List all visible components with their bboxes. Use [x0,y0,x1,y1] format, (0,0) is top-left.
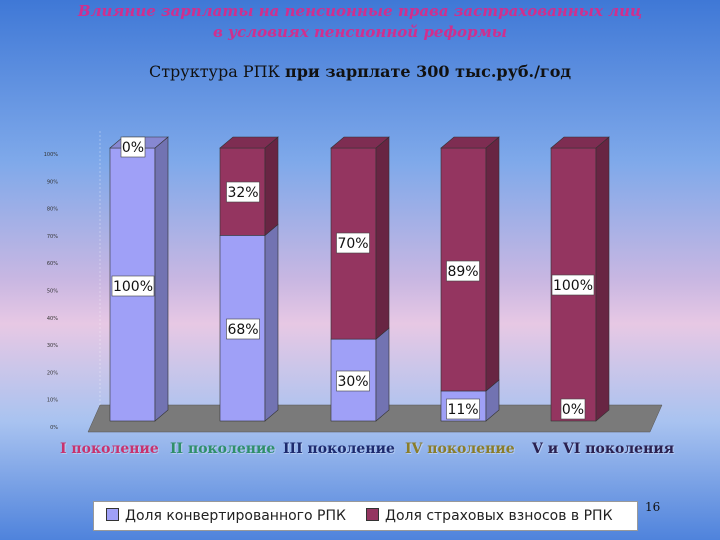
chart-subtitle: Структура РПК при зарплате 300 тыс.руб./… [0,62,720,81]
bar-insurance-side [264,136,279,237]
subtitle-part2: при зарплате 300 тыс.руб./год [285,62,572,81]
data-label-converted-box [336,370,370,392]
category-label: V и VI поколения [532,441,675,457]
y-tick-label: 80% [47,207,58,213]
bar-insurance-side [375,136,390,340]
y-tick-label: 20% [47,370,58,376]
data-label-insurance: 32% [227,185,258,201]
y-tick-label: 90% [47,179,58,185]
y-tick-label: 60% [47,261,58,267]
y-tick-label: 70% [47,234,58,240]
data-label-converted: 30% [337,374,368,390]
y-tick-label: 50% [47,289,58,295]
data-label-converted: 68% [227,322,258,338]
bar-top [330,136,390,149]
data-label-insurance-box [226,181,260,203]
bar-top [219,136,279,149]
category-label: II поколение [170,441,276,457]
data-label-converted: 100% [113,279,153,295]
bar-converted-side [375,327,390,422]
bar-top [550,136,610,149]
data-label-converted: 0% [562,402,584,418]
data-label-insurance-box [336,232,370,254]
data-label-insurance: 100% [553,278,593,294]
category-label: I поколение [60,441,159,457]
data-label-insurance: 70% [337,236,368,252]
legend-swatch-converted [106,508,119,521]
y-tick-label: 0% [50,425,58,431]
data-label-insurance-box [446,260,480,282]
y-tick-label: 10% [47,398,58,404]
bar-converted-side [154,136,169,422]
data-label-insurance-box [551,274,595,296]
y-tick-label: 40% [47,316,58,322]
slide-title-line2: в условиях пенсионной реформы [212,23,508,41]
bar-converted-side [264,223,279,422]
stacked-bar-chart: 0% 10% 20% 30% 40% 50% 60% 70% 80% 90% 100% 100% 68%… [43,136,663,433]
legend-item-converted: Доля конвертированного РПК [106,508,346,524]
bar-top [440,136,500,149]
y-tick-label: 100% [44,152,59,158]
y-tick-label: 30% [47,343,58,349]
data-label-insurance-box [120,136,146,158]
category-label: III поколение [283,441,395,457]
page-number: 16 [645,500,661,514]
legend-swatch-insurance [366,508,379,521]
data-label-converted-box [111,275,155,297]
data-label-converted-box [446,398,480,420]
legend-label-converted: Доля конвертированного РПК [125,508,346,524]
bar-insurance-side [485,136,500,392]
bar-insurance-side [595,136,610,422]
category-label: IV поколение [405,441,515,457]
legend-item-insurance: Доля страховых взносов в РПК [366,508,613,524]
subtitle-part1: Структура РПК [148,62,286,81]
data-label-converted: 11% [447,402,478,418]
chart-legend: Доля конвертированного РПК Доля страховы… [93,501,638,531]
data-label-converted-box [560,398,586,420]
legend-label-insurance: Доля страховых взносов в РПК [385,508,613,524]
data-label-insurance: 0% [122,140,144,156]
slide-title-line1: Влияние зарплаты на пенсионные права зас… [77,2,643,20]
data-label-converted-box [226,318,260,340]
data-label-insurance: 89% [447,264,478,280]
